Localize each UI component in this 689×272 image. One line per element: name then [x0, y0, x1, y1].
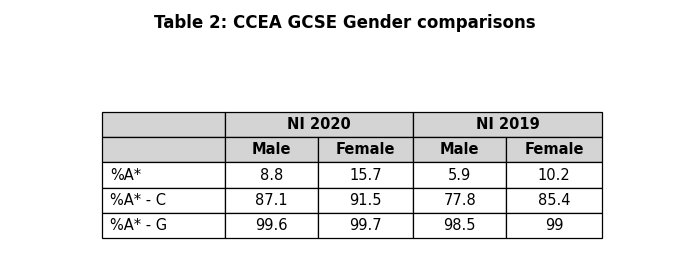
Text: Female: Female [524, 143, 584, 157]
Text: Female: Female [336, 143, 395, 157]
Text: %A* - C: %A* - C [110, 193, 166, 208]
Bar [318, 188, 413, 213]
Text: 87.1: 87.1 [255, 193, 288, 208]
Text: 5.9: 5.9 [448, 168, 471, 183]
Text: 85.4: 85.4 [537, 193, 570, 208]
Bar [102, 162, 225, 188]
Bar [102, 112, 225, 137]
Text: 10.2: 10.2 [537, 168, 570, 183]
Bar [413, 112, 601, 137]
Text: 99.7: 99.7 [349, 218, 382, 233]
Bar [225, 137, 318, 162]
Bar [413, 137, 506, 162]
Bar [102, 213, 225, 238]
Bar [225, 188, 318, 213]
Text: %A* - G: %A* - G [110, 218, 167, 233]
Text: NI 2020: NI 2020 [287, 117, 351, 132]
Text: 8.8: 8.8 [260, 168, 283, 183]
Bar [318, 137, 413, 162]
Text: Male: Male [440, 143, 480, 157]
Text: 91.5: 91.5 [349, 193, 382, 208]
Bar [506, 213, 601, 238]
Bar [225, 162, 318, 188]
Text: Table 2: CCEA GCSE Gender comparisons: Table 2: CCEA GCSE Gender comparisons [154, 14, 535, 32]
Bar [413, 188, 506, 213]
Bar [225, 112, 413, 137]
Text: 99.6: 99.6 [256, 218, 288, 233]
Bar [318, 162, 413, 188]
Text: 77.8: 77.8 [444, 193, 476, 208]
Bar [506, 162, 601, 188]
Bar [413, 213, 506, 238]
Text: NI 2019: NI 2019 [475, 117, 539, 132]
Bar [318, 213, 413, 238]
Text: 99: 99 [544, 218, 563, 233]
Bar [506, 188, 601, 213]
Bar [102, 137, 225, 162]
Bar [506, 137, 601, 162]
Text: Male: Male [251, 143, 291, 157]
Bar [413, 162, 506, 188]
Bar [102, 188, 225, 213]
Text: 15.7: 15.7 [349, 168, 382, 183]
Bar [225, 213, 318, 238]
Text: 98.5: 98.5 [444, 218, 476, 233]
Text: %A*: %A* [110, 168, 141, 183]
